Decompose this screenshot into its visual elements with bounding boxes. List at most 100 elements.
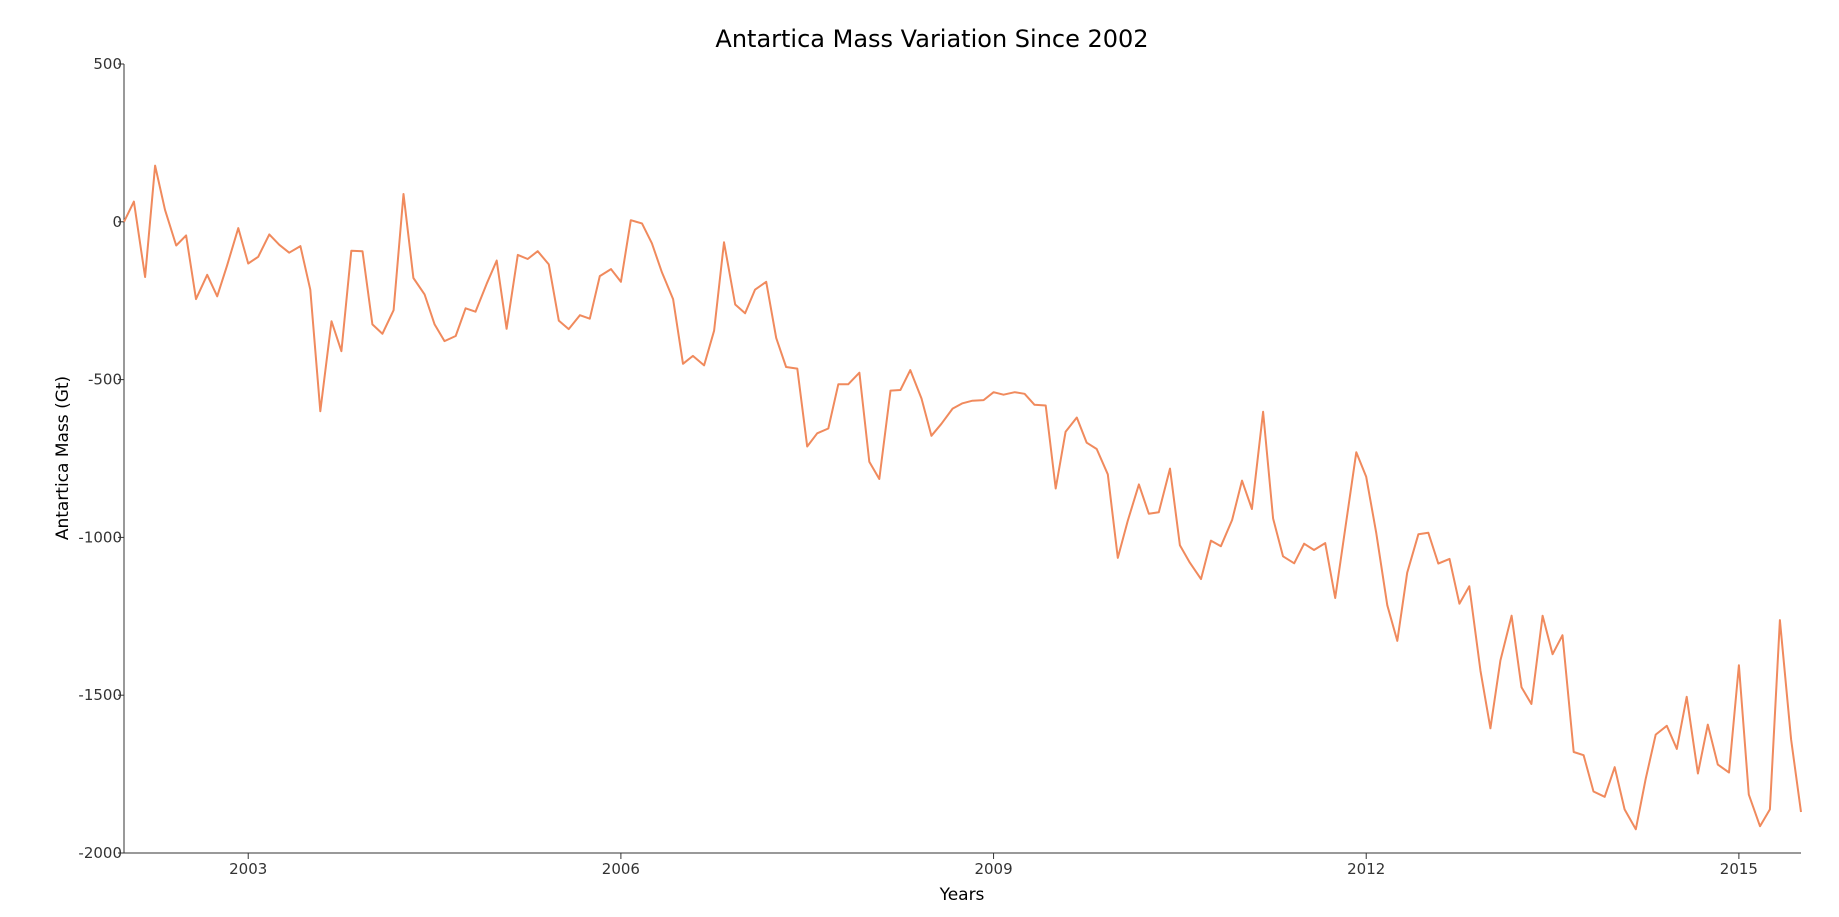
data-point	[960, 401, 965, 406]
data-point	[318, 409, 323, 414]
data-point	[453, 334, 458, 339]
y-tick-label: -2000	[78, 844, 122, 862]
data-point	[743, 311, 748, 316]
data-point	[360, 249, 365, 254]
y-tick-label: -1000	[78, 528, 122, 546]
data-point	[153, 163, 158, 168]
data-point	[298, 244, 303, 249]
data-point	[1715, 762, 1720, 767]
data-point	[1416, 532, 1421, 537]
data-point	[380, 331, 385, 336]
data-point	[1012, 390, 1017, 395]
data-point	[1168, 466, 1173, 471]
data-point	[867, 459, 872, 464]
data-point	[535, 249, 540, 254]
data-point	[826, 426, 831, 431]
data-point	[391, 308, 396, 313]
data-point	[1529, 702, 1534, 707]
data-point	[215, 294, 220, 299]
data-point	[1405, 570, 1410, 575]
data-point	[1084, 440, 1089, 445]
y-tick-label: 500	[93, 55, 122, 73]
x-tick-label: 2003	[229, 860, 267, 878]
data-point	[722, 240, 727, 245]
data-point	[143, 275, 148, 280]
data-point	[981, 398, 986, 403]
data-point	[174, 243, 179, 248]
data-point	[857, 370, 862, 375]
data-point	[597, 274, 602, 279]
data-point	[1230, 518, 1235, 523]
y-tick-label: -1500	[78, 686, 122, 704]
data-point	[1727, 770, 1732, 775]
x-axis-label: Years	[939, 885, 985, 905]
data-point	[566, 327, 571, 332]
data-point	[1323, 541, 1328, 546]
data-point	[1343, 527, 1348, 532]
data-point	[1094, 447, 1099, 452]
data-point	[1767, 807, 1772, 812]
data-point	[1105, 472, 1110, 477]
data-point	[712, 328, 717, 333]
data-point	[504, 326, 509, 331]
data-point	[194, 297, 199, 302]
data-point	[1695, 771, 1700, 776]
data-point	[1261, 409, 1266, 414]
data-point	[1208, 538, 1213, 543]
data-point	[753, 287, 758, 292]
data-point	[411, 276, 416, 281]
data-point	[1302, 541, 1307, 546]
data-point	[970, 398, 975, 403]
data-point	[1560, 633, 1565, 638]
data-point	[1125, 519, 1130, 524]
data-point	[784, 365, 789, 370]
data-point	[370, 322, 375, 327]
data-point	[1674, 746, 1679, 751]
data-point	[1374, 530, 1379, 535]
data-point	[1736, 663, 1741, 668]
data-point	[846, 382, 851, 387]
data-point	[1022, 391, 1027, 396]
data-point	[919, 396, 924, 401]
data-point	[236, 226, 241, 231]
data-point	[256, 254, 261, 259]
data-point	[131, 199, 136, 204]
data-point	[267, 232, 272, 237]
data-point	[1249, 507, 1254, 512]
data-point	[1063, 429, 1068, 434]
data-point	[815, 431, 820, 436]
x-tick-label: 2015	[1720, 860, 1758, 878]
data-point	[329, 319, 334, 324]
data-point	[764, 279, 769, 284]
data-point	[774, 335, 779, 340]
data-point	[908, 368, 913, 373]
data-point	[1271, 516, 1276, 521]
data-point	[702, 363, 707, 368]
data-point	[1571, 750, 1576, 755]
data-point	[1509, 613, 1514, 618]
data-point	[1705, 722, 1710, 727]
data-point	[659, 270, 664, 275]
data-point	[1333, 596, 1338, 601]
data-point	[1777, 618, 1782, 623]
data-point	[1467, 584, 1472, 589]
data-point	[1218, 544, 1223, 549]
data-point	[888, 388, 893, 393]
data-point	[805, 444, 810, 449]
data-point	[929, 433, 934, 438]
data-point	[401, 192, 406, 197]
data-point	[1789, 737, 1794, 742]
data-point	[1447, 556, 1452, 561]
data-point	[939, 421, 944, 426]
data-point	[628, 218, 633, 223]
data-point	[1436, 561, 1441, 566]
data-point	[1312, 548, 1317, 553]
data-point	[1395, 638, 1400, 643]
data-point	[671, 297, 676, 302]
data-point	[690, 353, 695, 358]
data-point	[1591, 789, 1596, 794]
data-point	[640, 221, 645, 226]
chart-title: Antartica Mass Variation Since 2002	[715, 25, 1148, 53]
data-point	[546, 262, 551, 267]
